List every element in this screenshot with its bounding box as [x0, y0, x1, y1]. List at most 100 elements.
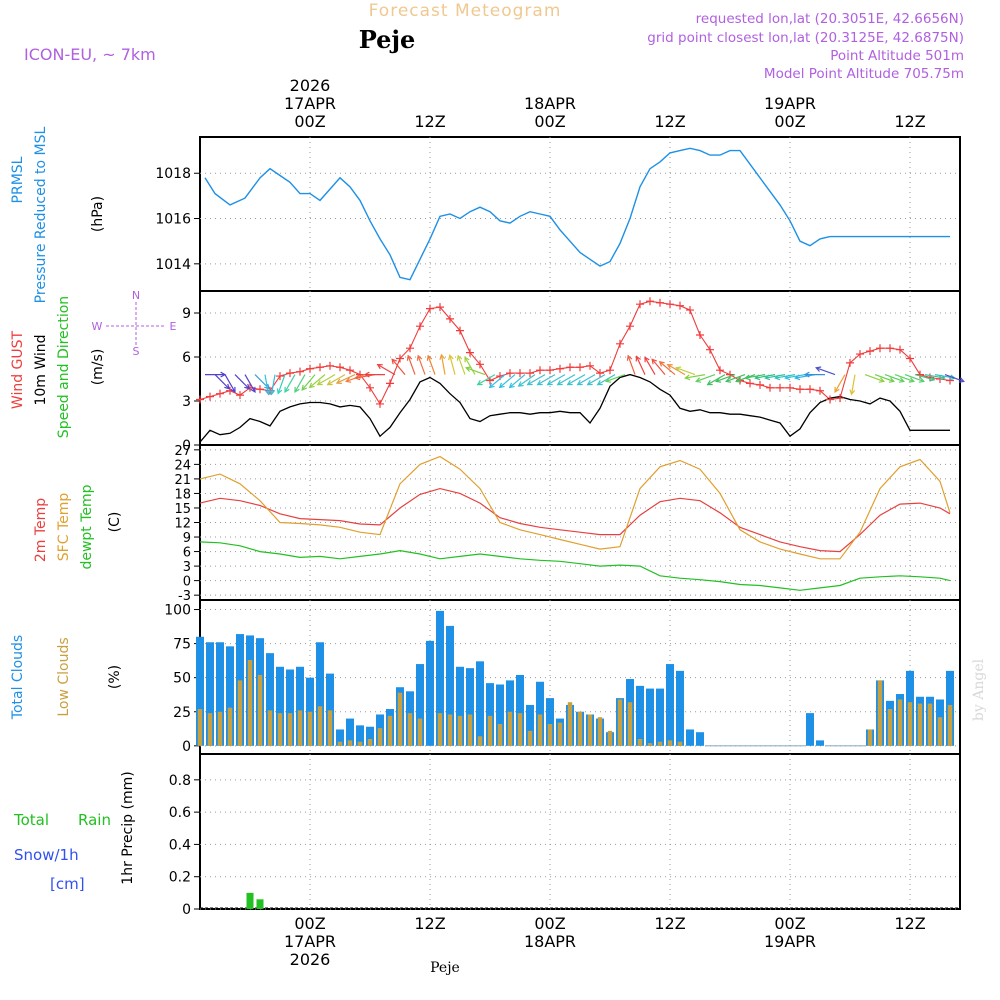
- wind-gust-marker: [726, 370, 734, 379]
- low-cloud-bar: [637, 739, 643, 746]
- top-axis-label: 12Z: [414, 112, 445, 131]
- wind-gust-marker: [376, 399, 384, 408]
- wind-arrow-head: [284, 386, 290, 394]
- clouds-low-label: Low Clouds: [56, 637, 72, 716]
- temp-tick-label: 21: [174, 473, 191, 488]
- top-axis-label: 19APR: [764, 94, 816, 113]
- low-cloud-bar: [377, 728, 383, 746]
- low-cloud-bar: [667, 740, 673, 746]
- bottom-axis-label: 00Z: [534, 914, 565, 933]
- clouds-tick-label: 75: [173, 637, 191, 653]
- wind-direction-arrow: [696, 374, 716, 383]
- wind-arrow-head: [517, 381, 524, 387]
- wind-arrow-head: [556, 380, 563, 386]
- wind-y-ticks: 0 3 6 9: [182, 306, 200, 454]
- wind-series: [196, 297, 965, 443]
- pressure-frame: [199, 136, 961, 292]
- wind-tick-label: 6: [182, 350, 191, 366]
- wind-gust-marker: [416, 322, 424, 331]
- top-axis-label: 2026: [290, 76, 331, 95]
- bottom-axis-label: 17APR: [284, 932, 336, 951]
- compass-e: E: [170, 320, 177, 333]
- wind-gust-marker: [916, 370, 924, 379]
- wind-direction-arrow: [924, 374, 945, 379]
- wind-gust-marker: [886, 344, 894, 353]
- precip-tick-label: 0.4: [169, 837, 191, 853]
- wind-gust-marker: [256, 385, 264, 394]
- wind-gust-marker: [306, 364, 314, 373]
- wind-arrow-head: [635, 355, 641, 362]
- precip-series: [200, 892, 960, 909]
- top-axis-label: 00Z: [534, 112, 565, 131]
- wind-arrow-head: [878, 377, 885, 383]
- wind-arrow-head: [929, 375, 936, 382]
- wind-direction-arrow: [667, 364, 686, 376]
- wind-arrow-head: [244, 383, 251, 390]
- temp-2m-label: 2m Temp: [33, 498, 49, 562]
- wind-direction-arrow: [509, 374, 526, 388]
- wind-arrow-head: [536, 380, 543, 386]
- total-cloud-bar: [356, 725, 364, 746]
- wind-direction-arrow: [676, 367, 696, 376]
- wind-direction-arrow: [391, 358, 406, 375]
- low-cloud-bar: [597, 717, 603, 746]
- total-cloud-bar: [816, 740, 824, 746]
- clouds-total-label: Total Clouds: [10, 635, 26, 720]
- low-cloud-bar: [917, 703, 923, 746]
- temp-grid: [200, 445, 960, 600]
- wind-gust-marker: [446, 314, 454, 323]
- temp-tick-label: 0: [183, 575, 191, 590]
- bottom-axis-label: 2026: [290, 950, 331, 969]
- wind-direction-arrow: [685, 374, 706, 379]
- wind-arrow-head: [658, 360, 665, 367]
- low-cloud-bar: [657, 741, 663, 746]
- total-cloud-bar: [656, 688, 664, 746]
- wind-direction-arrow: [816, 367, 836, 376]
- wind-arrow-head: [264, 383, 271, 390]
- wind-arrow-head: [269, 389, 276, 396]
- low-cloud-bar: [447, 714, 453, 746]
- total-cloud-bar: [446, 625, 454, 746]
- wind-direction-arrow: [659, 361, 676, 376]
- low-cloud-bar: [317, 706, 323, 746]
- wind-gust-marker: [516, 369, 524, 378]
- wind-direction-arrow: [884, 374, 904, 383]
- wind-gust-marker: [546, 366, 554, 375]
- precip-rain-label: Rain: [78, 811, 111, 829]
- low-cloud-bar: [617, 699, 623, 746]
- wind-10m-label: 10m Wind: [33, 334, 49, 405]
- wind-gust-marker: [876, 344, 884, 353]
- wind-gust-marker: [466, 348, 474, 357]
- temperature-panel: 2m Temp SFC Temp dewpt Temp (C) -3036912…: [33, 444, 961, 604]
- total-cloud-bar: [296, 666, 304, 746]
- precip-tick-label: 0.2: [169, 870, 191, 886]
- precip-tick-label: 0: [182, 902, 191, 918]
- total-cloud-bar: [546, 698, 554, 746]
- wind-direction-arrow: [224, 374, 236, 393]
- wind-direction-arrow: [234, 374, 250, 390]
- wind-direction-arrow: [284, 374, 296, 393]
- low-cloud-bar: [207, 713, 213, 746]
- temp-tick-label: 9: [183, 531, 191, 546]
- low-cloud-bar: [927, 703, 933, 746]
- wind-gust-marker: [776, 383, 784, 392]
- wind-arrow-head: [735, 377, 742, 383]
- wind-direction-arrow: [707, 374, 726, 386]
- rain-bar: [256, 899, 264, 909]
- wind-arrow-head: [576, 380, 583, 386]
- wind-gust-marker: [216, 389, 224, 398]
- wind-arrow-head: [774, 374, 781, 381]
- wind-gust-marker: [756, 380, 764, 389]
- temp-sfc-label: SFC Temp: [56, 493, 72, 562]
- wind-direction-arrow: [537, 374, 556, 386]
- wind-gust-marker: [346, 366, 354, 375]
- wind-gust-marker: [746, 379, 754, 388]
- low-cloud-bar: [397, 692, 403, 746]
- total-cloud-bar: [266, 653, 274, 746]
- pressure-panel: PRMSL Pressure Reduced to MSL (hPa) 1014…: [10, 126, 961, 303]
- precip-total-label: Total: [13, 811, 49, 829]
- wind-gust-marker: [706, 345, 714, 354]
- low-cloud-bar: [357, 741, 363, 746]
